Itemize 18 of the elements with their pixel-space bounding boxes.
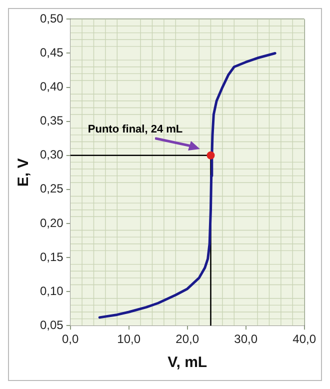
x-axis-title: V, mL <box>168 354 208 372</box>
y-tick-label: 0,10 <box>40 284 64 298</box>
x-tick-label: 0,0 <box>62 332 80 346</box>
y-tick-label: 0,40 <box>40 80 64 94</box>
y-tick-label: 0,25 <box>40 182 64 196</box>
y-tick-label: 0,45 <box>40 46 64 60</box>
y-tick-label: 0,50 <box>40 12 64 26</box>
y-tick-label: 0,20 <box>40 216 64 230</box>
x-tick-label: 40,0 <box>292 332 316 346</box>
y-tick-label: 0,35 <box>40 114 64 128</box>
y-tick-label: 0,05 <box>40 318 64 332</box>
x-tick-label: 20,0 <box>176 332 200 346</box>
y-tick-label: 0,15 <box>40 250 64 264</box>
y-axis-title: E, V <box>15 158 32 187</box>
annotation: Punto final, 24 mL <box>88 124 183 136</box>
x-tick-label: 10,0 <box>117 332 141 346</box>
y-tick-label: 0,30 <box>40 148 64 162</box>
x-tick-label: 30,0 <box>234 332 258 346</box>
